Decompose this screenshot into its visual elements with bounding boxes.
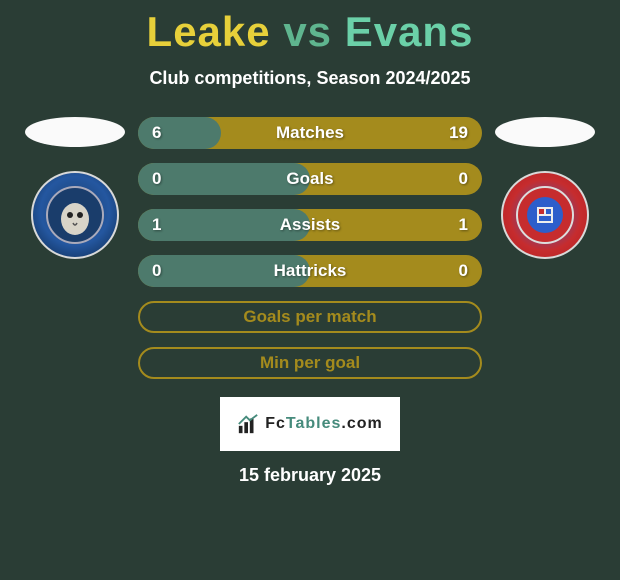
player1-column: [20, 117, 130, 259]
brand-suffix: .com: [341, 415, 382, 432]
stat-bar: 0 Hattricks 0: [138, 255, 482, 287]
stat-right-value: 1: [459, 215, 468, 235]
player2-photo-placeholder: [495, 117, 595, 147]
brand-box[interactable]: FcTables.com: [220, 397, 400, 451]
stat-label: Assists: [280, 215, 340, 235]
player1-photo-placeholder: [25, 117, 125, 147]
player2-team-badge: [501, 171, 589, 259]
stat-left-value: 6: [152, 123, 161, 143]
brand-main: Tables: [286, 415, 342, 432]
stat-bar: 1 Assists 1: [138, 209, 482, 241]
vs-text: vs: [283, 8, 332, 55]
player1-team-badge: [31, 171, 119, 259]
player2-name: Evans: [345, 8, 474, 55]
brand-prefix: Fc: [265, 415, 286, 432]
stat-label: Goals: [286, 169, 333, 189]
stat-right-value: 0: [459, 169, 468, 189]
brand-chart-icon: [237, 413, 259, 435]
stat-right-value: 0: [459, 261, 468, 281]
player2-column: [490, 117, 600, 259]
stat-bars: 6 Matches 19 0 Goals 0 1 Assists 1 0 Hattricks 0 Goa…: [130, 117, 490, 379]
stat-label: Matches: [276, 123, 344, 143]
stat-empty-label: Goals per match: [243, 307, 376, 327]
subtitle: Club competitions, Season 2024/2025: [149, 68, 470, 89]
stat-bar-empty: Min per goal: [138, 347, 482, 379]
stat-bar-fill: [138, 117, 221, 149]
stat-left-value: 1: [152, 215, 161, 235]
main-container: 6 Matches 19 0 Goals 0 1 Assists 1 0 Hattricks 0 Goa…: [0, 117, 620, 379]
stat-left-value: 0: [152, 261, 161, 281]
date-text: 15 february 2025: [239, 465, 381, 486]
stat-label: Hattricks: [274, 261, 347, 281]
team-badge-icon: [515, 185, 575, 245]
stat-bar-fill: [138, 163, 310, 195]
stat-bar: 6 Matches 19: [138, 117, 482, 149]
comparison-title: Leake vs Evans: [147, 8, 474, 56]
stat-bar: 0 Goals 0: [138, 163, 482, 195]
stat-bar-empty: Goals per match: [138, 301, 482, 333]
stat-empty-label: Min per goal: [260, 353, 360, 373]
stat-left-value: 0: [152, 169, 161, 189]
stat-right-value: 19: [449, 123, 468, 143]
team-badge-icon: [45, 185, 105, 245]
player1-name: Leake: [147, 8, 271, 55]
brand-text: FcTables.com: [265, 415, 383, 433]
